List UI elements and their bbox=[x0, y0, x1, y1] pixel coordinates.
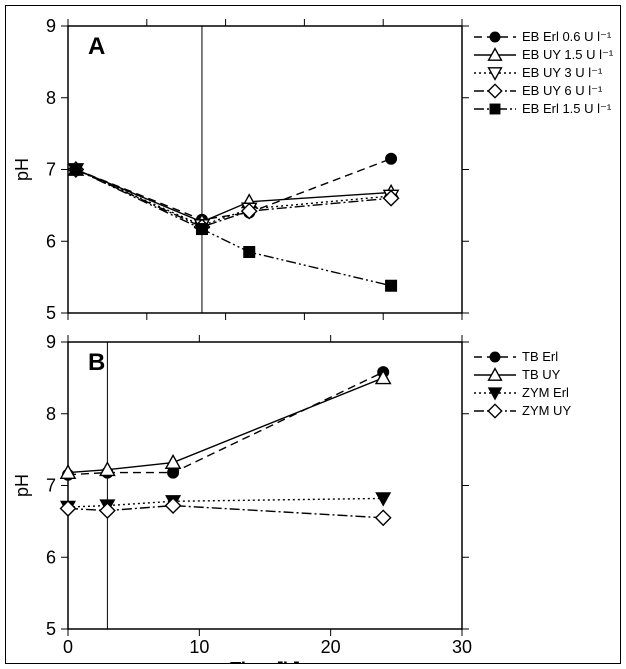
ytick-label: 9 bbox=[46, 332, 56, 352]
legend-label: TB UY bbox=[522, 367, 561, 382]
ytick-label: 7 bbox=[46, 476, 56, 496]
panel-label: A bbox=[88, 33, 105, 60]
figure-container: { "colors": { "bg":"#ffffff", "axis":"#0… bbox=[5, 5, 621, 664]
legend-label: TB Erl bbox=[522, 349, 558, 364]
legend-label: EB Erl 1.5 U l⁻¹ bbox=[522, 101, 612, 116]
xtick-label: 20 bbox=[321, 637, 341, 657]
ytick-label: 7 bbox=[46, 160, 56, 180]
legend-label: ZYM UY bbox=[522, 403, 571, 418]
ytick-label: 5 bbox=[46, 303, 56, 323]
legend-label: EB UY 6 U l⁻¹ bbox=[522, 83, 603, 98]
ytick-label: 8 bbox=[46, 88, 56, 108]
y-axis-label: pH bbox=[12, 158, 32, 181]
legend-label: EB UY 3 U l⁻¹ bbox=[522, 65, 603, 80]
x-axis-label: Time [h] bbox=[230, 659, 300, 663]
panel-label: B bbox=[88, 349, 105, 376]
ytick-label: 6 bbox=[46, 547, 56, 567]
ytick-label: 5 bbox=[46, 619, 56, 639]
ytick-label: 6 bbox=[46, 231, 56, 251]
legend-label: EB Erl 0.6 U l⁻¹ bbox=[522, 29, 612, 44]
y-axis-label: pH bbox=[12, 474, 32, 497]
figure-svg: 5 6 7 8 9 pH A EB Erl 0.6 U l⁻¹ EB UY 1.5 U l⁻¹ E… bbox=[6, 6, 620, 663]
xtick-label: 10 bbox=[189, 637, 209, 657]
xtick-label: 30 bbox=[452, 637, 472, 657]
xtick-label: 0 bbox=[63, 637, 73, 657]
legend-label: EB UY 1.5 U l⁻¹ bbox=[522, 47, 614, 62]
ytick-label: 8 bbox=[46, 404, 56, 424]
legend-label: ZYM Erl bbox=[522, 385, 569, 400]
ytick-label: 9 bbox=[46, 16, 56, 36]
